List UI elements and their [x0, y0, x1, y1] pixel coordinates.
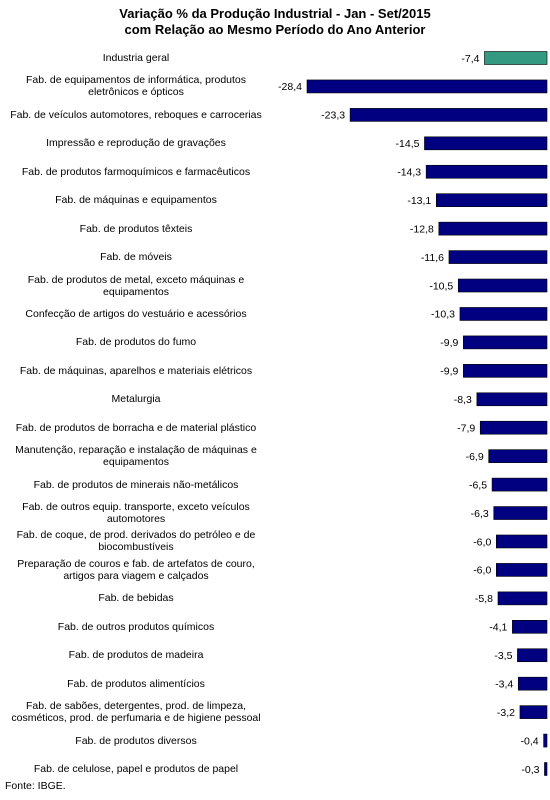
category-label: Fab. de produtos farmoquímicos e farmacê…	[21, 165, 251, 178]
bar	[435, 193, 548, 207]
category-label: Fab. de coque, de prod. derivados do pet…	[16, 529, 256, 554]
bar	[484, 51, 548, 65]
bar	[517, 676, 548, 691]
bar	[448, 250, 548, 264]
value-label: -0,3	[521, 764, 539, 776]
value-label: -4,1	[489, 622, 507, 634]
category-label: Fab. de produtos de madeira	[68, 649, 204, 662]
bar	[463, 364, 548, 378]
value-label: -14,5	[396, 138, 420, 150]
category-label: Fab. de outros equip. transporte, exceto…	[22, 501, 250, 526]
value-label: -28,4	[278, 81, 302, 93]
category-label: Fab. de produtos de minerais não-metálic…	[33, 478, 239, 491]
bar	[459, 307, 548, 321]
chart-title: Variação % da Produção Industrial - Jan …	[119, 6, 431, 21]
value-label: -7,4	[461, 53, 479, 65]
bar	[497, 591, 548, 606]
category-label: Fab. de móveis	[100, 251, 172, 264]
category-label: Fab. de máquinas e equipamentos	[55, 194, 217, 207]
value-label: -6,0	[473, 536, 491, 548]
value-label: -8,3	[454, 394, 472, 406]
category-label: Fab. de produtos de metal, exceto máquin…	[27, 273, 245, 298]
value-label: -13,1	[407, 195, 431, 207]
category-label: Fab. de produtos do fumo	[75, 336, 197, 349]
category-label: Fab. de celulose, papel e produtos de pa…	[33, 763, 239, 775]
value-label: -10,5	[429, 280, 453, 292]
category-label: Fab. de produtos alimentícios	[67, 677, 205, 690]
bar	[463, 335, 548, 350]
category-label: Fab. de produtos diversos	[75, 734, 197, 747]
category-label: Fab. de outros produtos químicos	[57, 620, 215, 633]
category-label: Impressão e reprodução de gravações	[46, 137, 226, 150]
value-label: -0,4	[521, 735, 539, 747]
value-label: -6,5	[469, 479, 487, 491]
chart-subtitle: com Relação ao Mesmo Período do Ano Ante…	[124, 22, 426, 37]
value-label: -11,6	[421, 252, 444, 264]
category-label: Metalurgia	[111, 393, 161, 406]
bar	[479, 420, 548, 435]
bar	[519, 705, 548, 719]
bar	[512, 619, 548, 634]
value-label: -9,9	[440, 366, 458, 378]
value-label: -7,9	[457, 423, 475, 435]
category-label: Industria geral	[102, 52, 170, 64]
value-label: -6,3	[471, 508, 489, 520]
bar	[491, 477, 548, 492]
value-label: -6,9	[466, 451, 484, 463]
category-label: Fab. de equipamentos de informática, pro…	[25, 74, 247, 99]
value-label: -3,2	[497, 707, 515, 719]
category-label: Confecção de artigos do vestuário e aces…	[25, 307, 247, 320]
bar	[424, 136, 548, 151]
category-label: Preparação de couros e fab. de artefatos…	[17, 557, 255, 582]
category-label: Fab. de sabões, detergentes, prod. de li…	[11, 700, 261, 725]
bar	[517, 648, 548, 663]
category-label: Fab. de produtos de borracha e de materi…	[15, 421, 257, 434]
bar	[349, 108, 548, 122]
bar	[493, 506, 548, 520]
bar	[457, 278, 548, 293]
value-label: -10,3	[431, 309, 455, 321]
value-label: -6,0	[473, 565, 491, 577]
bar	[543, 733, 548, 748]
bar	[438, 221, 548, 236]
value-label: -3,4	[495, 678, 513, 690]
value-label: -9,9	[440, 337, 458, 349]
category-label: Fab. de máquinas, aparelhos e materiais …	[19, 364, 253, 377]
value-label: -12,8	[410, 223, 434, 235]
bar	[488, 449, 548, 463]
value-label: -5,8	[475, 593, 493, 605]
source: Fonte: IBGE.	[5, 780, 66, 792]
bar	[495, 534, 548, 549]
category-label: Fab. de produtos têxteis	[79, 222, 193, 235]
category-label: Fab. de bebidas	[98, 592, 174, 605]
bar	[544, 762, 548, 776]
value-label: -23,3	[321, 110, 345, 122]
bar	[495, 563, 548, 577]
bar	[476, 392, 548, 407]
bar	[306, 79, 548, 94]
value-label: -3,5	[494, 650, 512, 662]
value-label: -14,3	[397, 167, 421, 179]
category-label: Manutenção, reparação e instalação de má…	[15, 444, 257, 469]
category-label: Fab. de veículos automotores, reboques e…	[10, 108, 262, 121]
bar	[425, 164, 548, 179]
